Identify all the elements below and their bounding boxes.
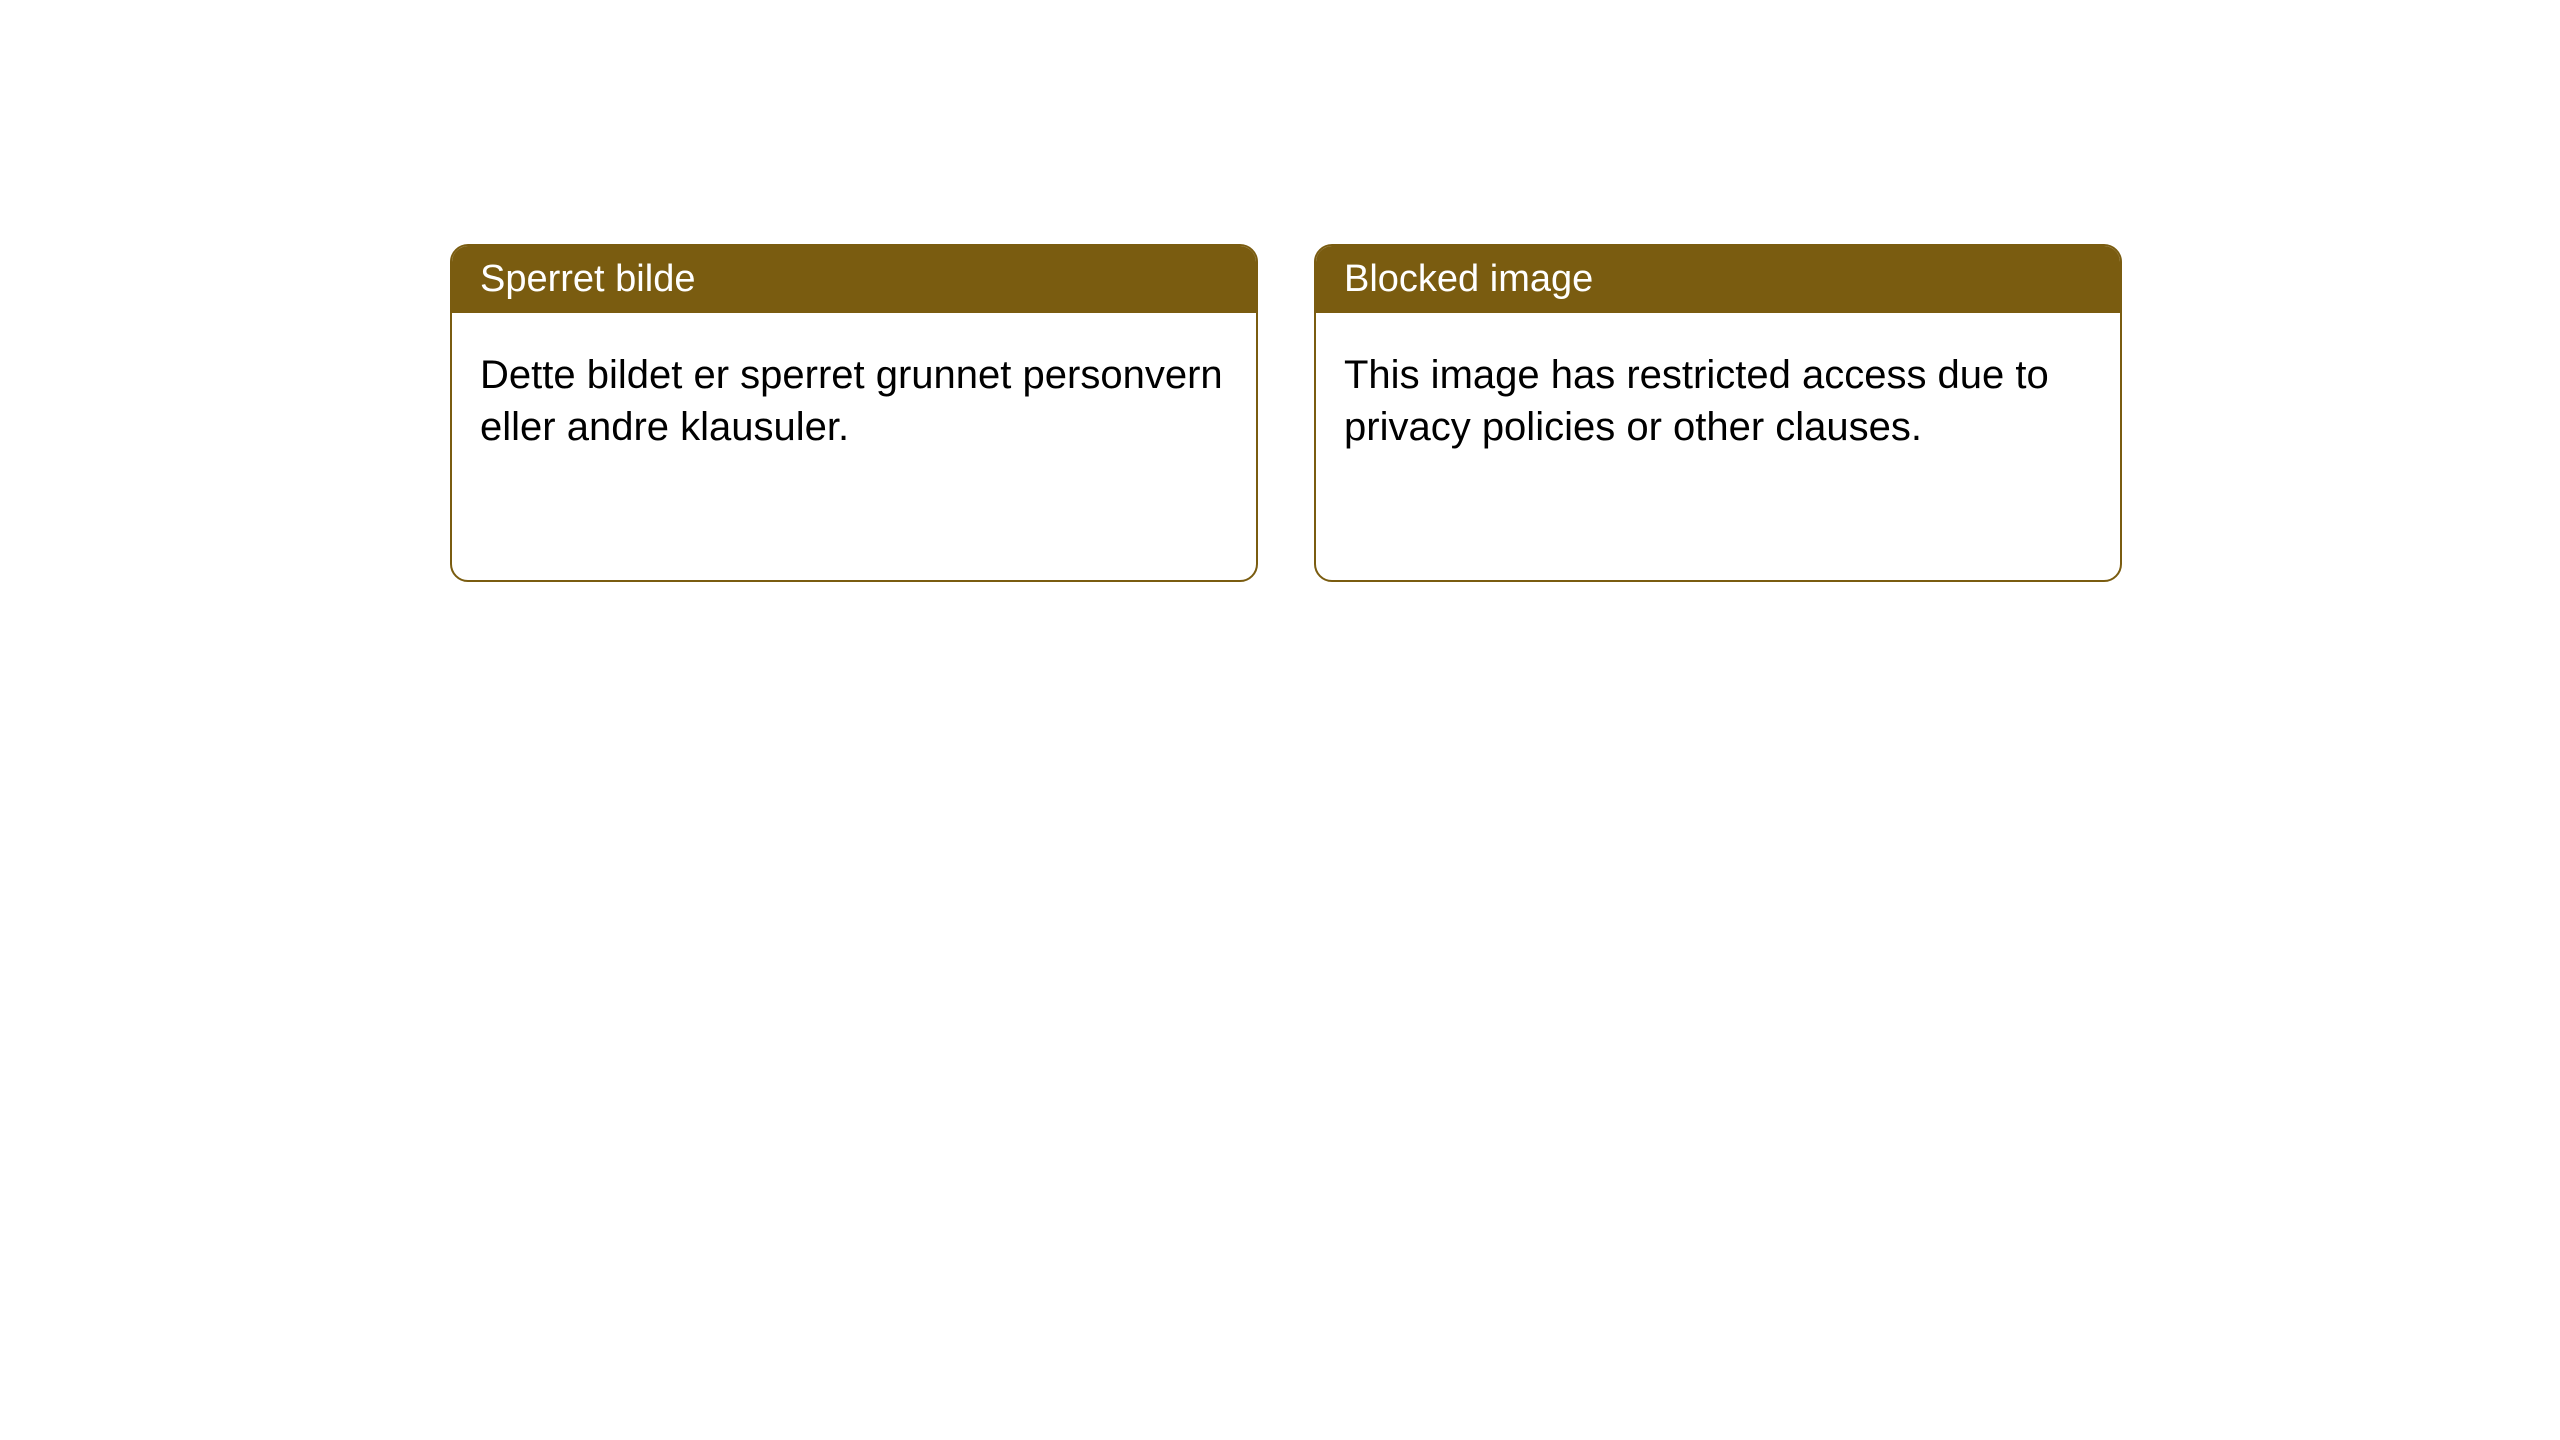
blocked-image-card-no: Sperret bilde Dette bildet er sperret gr… xyxy=(450,244,1258,582)
blocked-image-card-en: Blocked image This image has restricted … xyxy=(1314,244,2122,582)
card-header-en: Blocked image xyxy=(1316,246,2120,313)
card-body-en: This image has restricted access due to … xyxy=(1316,313,2120,489)
card-body-no: Dette bildet er sperret grunnet personve… xyxy=(452,313,1256,489)
notice-container: Sperret bilde Dette bildet er sperret gr… xyxy=(0,0,2560,582)
card-header-no: Sperret bilde xyxy=(452,246,1256,313)
